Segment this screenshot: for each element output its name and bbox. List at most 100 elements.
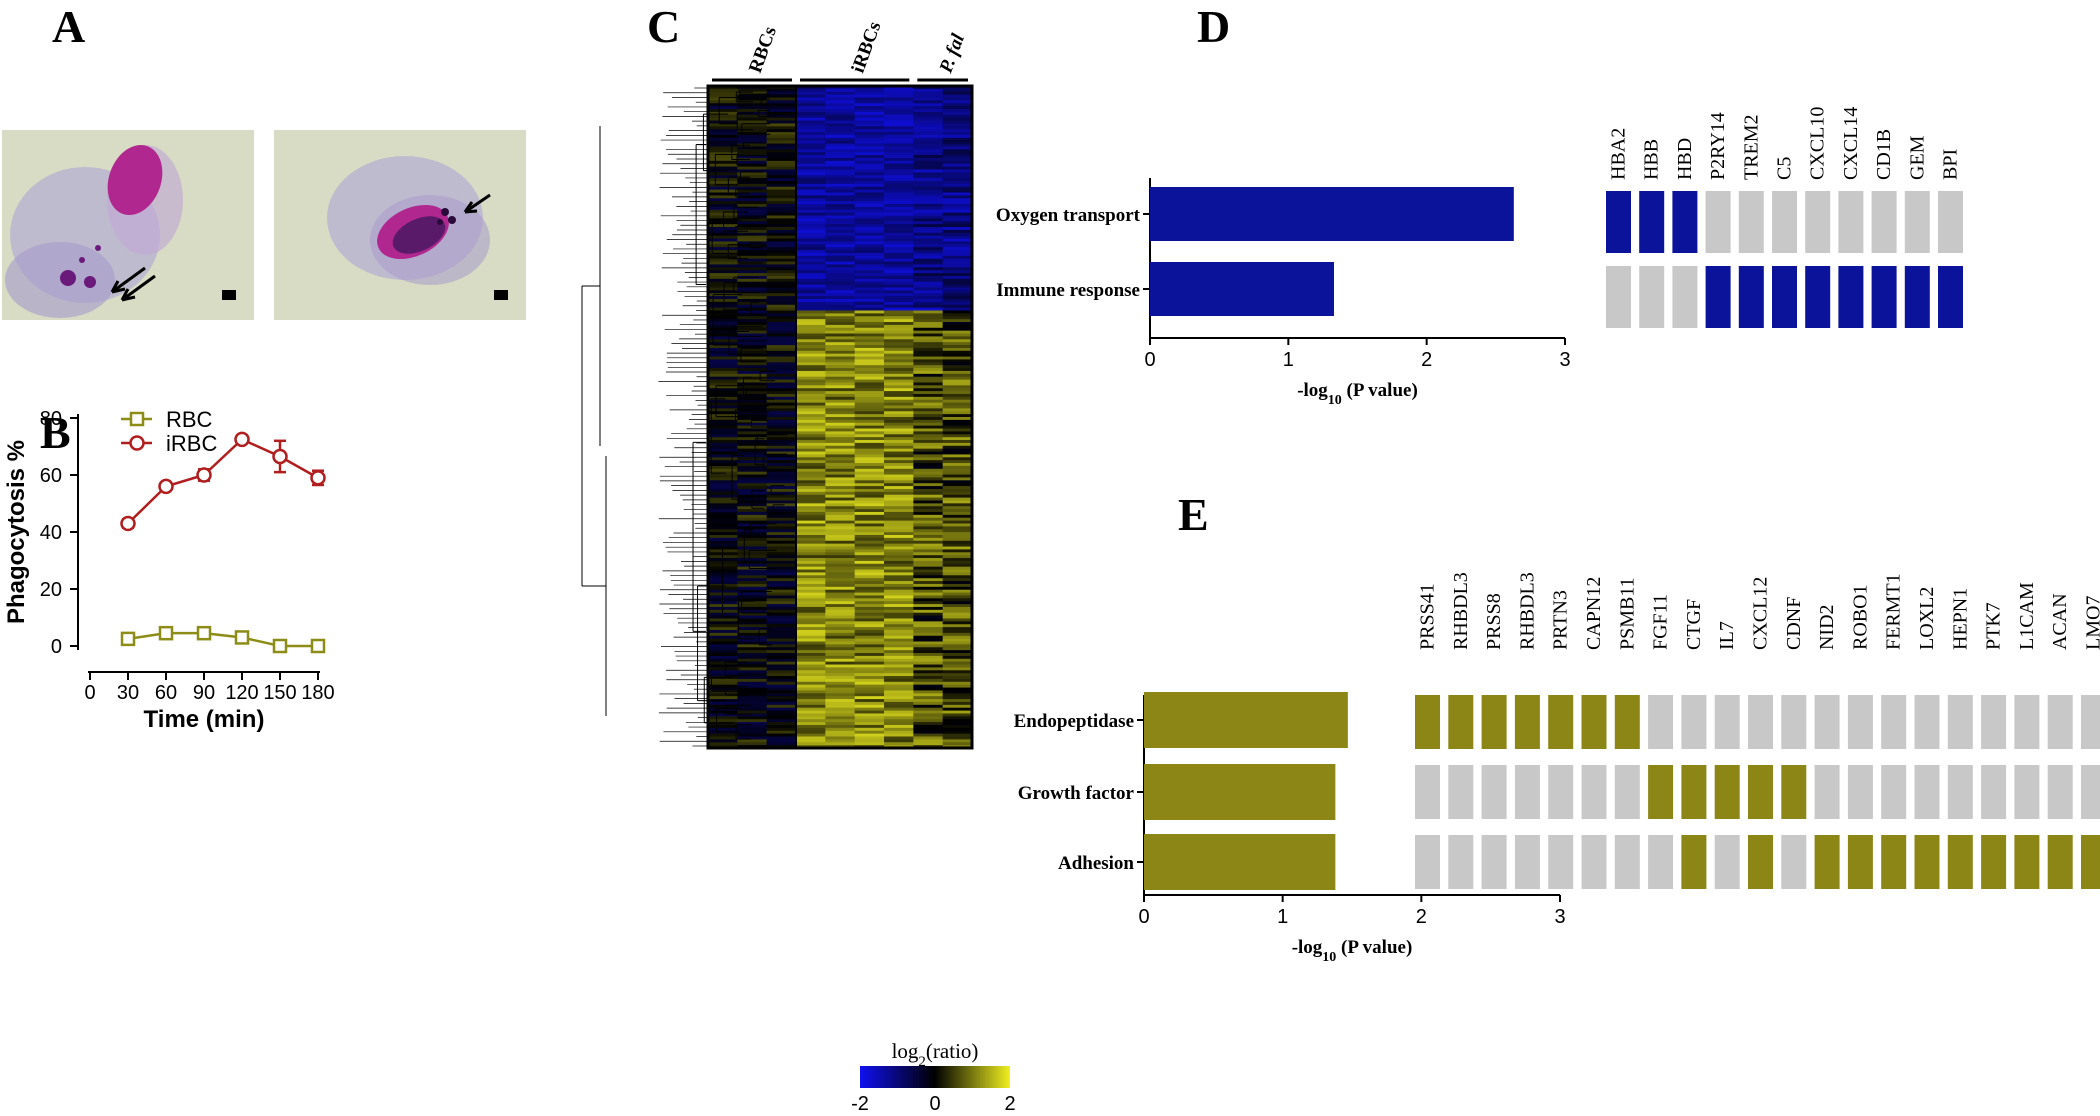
heatmap-cell [825,609,856,614]
heatmap-cell [708,673,738,677]
heatmap-cell [796,221,826,225]
heatmap-cell [942,204,973,208]
heatmap-cell [913,653,944,657]
heatmap-cell [796,183,826,188]
heatmap-cell [737,235,768,240]
heatmap-cell [913,477,944,481]
membership-cell [1904,266,1930,328]
heatmap-cell [796,172,826,176]
heatmap-cell [884,275,914,280]
heatmap-cell [737,287,768,291]
heatmap-cell [708,687,738,692]
heatmap-cell [737,552,768,556]
membership-cell [1672,191,1698,253]
legend-marker-iRBC [129,435,145,451]
heatmap-cell [737,365,768,369]
heatmap-cell [942,535,973,539]
heatmap-cell [854,143,885,148]
heatmap-cell [737,218,768,222]
heatmap-cell [737,532,768,536]
heatmap-cell [884,215,914,219]
heatmap-cell [825,601,856,605]
heatmap-cell [884,324,914,329]
heatmap-cell [825,339,856,343]
heatmap-cell [854,157,885,162]
heatmap-cell [884,722,914,726]
heatmap-cell [913,345,944,349]
heatmap-cell [825,425,856,430]
heatmap-cell [913,535,944,539]
heatmap-cell [913,100,944,104]
heatmap-cell [942,307,973,312]
heatmap-cell [708,186,738,191]
heatmap-cell [708,448,738,453]
heatmap-cell [825,707,856,712]
heatmap-cell [796,117,826,122]
heatmap-cell [942,549,973,553]
heatmap-cell [825,304,856,309]
heatmap-cell [942,275,973,280]
heatmap-cell [854,399,885,404]
heatmap-cell [737,474,768,479]
heatmap-cell [913,509,944,513]
heatmap-cell [708,414,738,418]
heatmap-cell [854,189,885,194]
heatmap-cell [737,627,768,631]
heatmap-cell [942,583,973,588]
heatmap-cell [737,160,768,165]
heatmap-cell [854,224,885,228]
heatmap-cell [913,739,944,743]
heatmap-cell [854,670,885,674]
heatmap-cell [737,172,768,176]
heatmap-cell [884,558,914,562]
heatmap-cell [884,655,914,660]
heatmap-cell [766,241,797,245]
heatmap-cell [766,258,797,263]
heatmap-cell [884,428,914,432]
heatmap-cell [854,370,885,375]
heatmap-cell [737,258,768,263]
heatmap-cell [942,111,973,116]
heatmap-cell [913,192,944,196]
heatmap-cell [796,227,826,231]
heatmap-cell [708,454,738,458]
heatmap-cell [942,434,973,438]
heatmap-cell [942,347,973,352]
heatmap-cell [825,618,856,622]
heatmap-cell [766,699,797,703]
heatmap-cell [737,88,768,93]
heatmap-cell [913,448,944,453]
heatmap-cell [913,442,944,447]
heatmap-cell [884,661,914,666]
heatmap-cell [766,137,797,142]
heatmap-cell [737,319,768,323]
heatmap-cell [825,716,856,720]
heatmap-cell [942,632,973,637]
heatmap-cell [884,425,914,430]
heatmap-cell [942,356,973,361]
heatmap-cell [942,701,973,706]
heatmap-cell [708,229,738,234]
heatmap-cell [825,687,856,692]
heatmap-cell [708,129,738,133]
heatmap-cell [737,448,768,453]
heatmap-cell [884,627,914,631]
heatmap-cell [766,221,797,225]
heatmap-cell [884,393,914,398]
heatmap-cell [708,149,738,153]
heatmap-cell [825,739,856,743]
heatmap-cell [913,137,944,142]
heatmap-cell [942,350,973,355]
heatmap-cell [796,644,826,648]
heatmap-cell [796,100,826,104]
heatmap-cell [825,624,856,628]
heatmap-cell [942,566,973,571]
heatmap-cell [942,604,973,608]
heatmap-cell [913,149,944,153]
heatmap-cell [825,91,856,96]
heatmap-cell [942,296,973,300]
membership-cell [1705,266,1731,328]
heatmap-cell [708,644,738,648]
membership-cell [1581,835,1607,889]
heatmap-cell [884,500,914,504]
